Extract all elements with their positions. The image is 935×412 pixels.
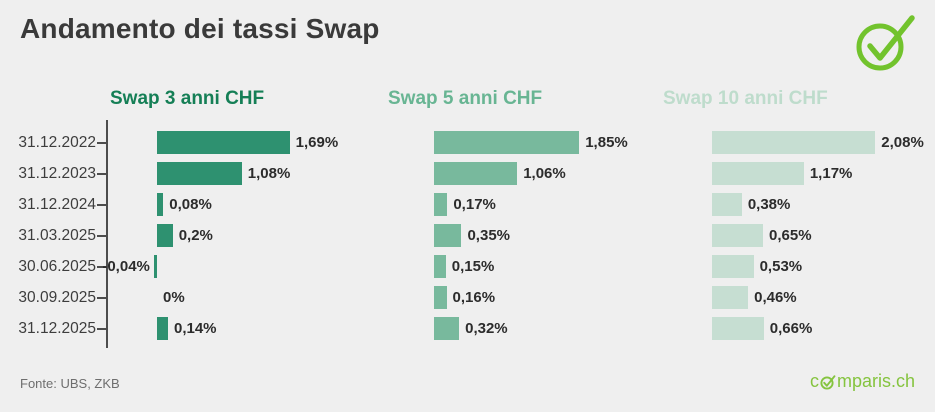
date-label: 31.12.2022 — [18, 134, 96, 151]
axis-tick — [97, 204, 107, 206]
axis-tick — [97, 297, 107, 299]
comparis-logo: c mparis.ch — [810, 371, 915, 392]
date-label: 30.09.2025 — [18, 289, 96, 306]
bar — [434, 286, 447, 309]
value-label: 1,06% — [523, 165, 566, 182]
axis-tick — [97, 142, 107, 144]
value-label: 1,17% — [809, 165, 853, 182]
date-label: 30.06.2025 — [18, 258, 96, 275]
value-label: 1,85% — [585, 134, 628, 151]
value-label: 0,32% — [465, 320, 508, 337]
footer: Fonte: UBS, ZKB c mparis.ch — [0, 368, 935, 402]
bar — [434, 317, 460, 340]
date-label: 31.12.2023 — [18, 165, 96, 182]
page-title: Andamento dei tassi Swap — [20, 13, 380, 44]
comparis-logo-text-mparis-ch: mparis.ch — [836, 371, 915, 391]
comparis-logo-text-c: c — [809, 371, 819, 391]
bar — [434, 131, 580, 154]
bar — [434, 162, 518, 185]
bar — [712, 162, 804, 185]
group-header-swap-10-anni-chf: Swap 10 anni CHF — [663, 88, 828, 109]
axis-tick — [97, 266, 107, 268]
value-label: 0,53% — [759, 258, 803, 275]
bar — [712, 286, 749, 309]
bar — [157, 193, 164, 216]
bar — [712, 193, 742, 216]
date-label: 31.12.2024 — [18, 196, 96, 213]
value-label: 0,14% — [173, 320, 217, 337]
group-header-swap-5-anni-chf: Swap 5 anni CHF — [388, 88, 543, 109]
check-logo-icon — [856, 15, 915, 71]
value-label: 0,66% — [769, 320, 813, 337]
value-label: 0,65% — [769, 227, 812, 244]
axis-tick — [97, 235, 107, 237]
date-label: 31.03.2025 — [18, 227, 96, 244]
bar — [153, 255, 157, 278]
bar — [712, 131, 876, 154]
value-label: -0,04% — [102, 258, 150, 275]
value-label: 0,35% — [467, 227, 511, 244]
value-label: 1,69% — [295, 134, 339, 151]
value-label: 0% — [163, 289, 185, 306]
y-axis-line — [106, 120, 108, 348]
bar — [712, 255, 754, 278]
value-label: 0,15% — [451, 258, 495, 275]
bar — [157, 317, 168, 340]
bar — [434, 224, 462, 247]
bar — [434, 193, 448, 216]
value-label: 2,08% — [881, 134, 924, 151]
bar — [157, 162, 242, 185]
value-label: 1,08% — [247, 165, 291, 182]
check-logo-circle — [856, 23, 904, 71]
group-header-swap-3-anni-chf: Swap 3 anni CHF — [110, 88, 265, 109]
axis-tick — [97, 173, 107, 175]
date-label: 31.12.2025 — [18, 320, 96, 337]
axis-tick — [97, 328, 107, 330]
value-label: 0,17% — [453, 196, 496, 213]
value-label: 0,38% — [747, 196, 791, 213]
bar — [157, 131, 290, 154]
bar — [712, 317, 764, 340]
source-note: Fonte: UBS, ZKB — [20, 376, 120, 391]
value-label: 0,08% — [169, 196, 212, 213]
value-label: 0,46% — [754, 289, 797, 306]
comparis-check-o-icon — [820, 375, 836, 390]
value-label: 0,2% — [178, 227, 213, 244]
check-logo-checkmark — [867, 15, 915, 61]
value-label: 0,16% — [452, 289, 496, 306]
bar — [157, 224, 173, 247]
bar — [434, 255, 446, 278]
bar — [712, 224, 764, 247]
